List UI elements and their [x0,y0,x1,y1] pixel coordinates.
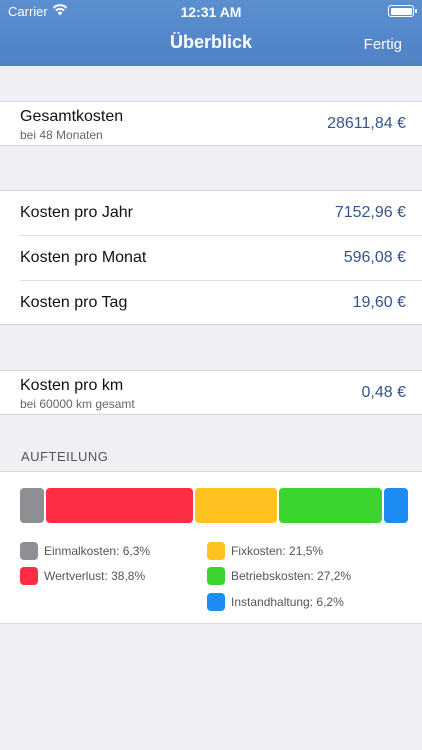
list-item: Kosten pro Monat 596,08 € [0,236,422,281]
total-cost-row: Gesamtkosten bei 48 Monaten 28611,84 € [0,102,422,146]
legend-item-instandhaltung: Instandhaltung: 6,2% [207,593,407,611]
status-bar: Carrier 12:31 AM [0,0,422,22]
done-button[interactable]: Fertig [363,36,402,53]
row-divider [20,235,422,236]
carrier-label: Carrier [8,4,48,19]
total-cost-label: Gesamtkosten [20,108,124,125]
wifi-icon [52,4,68,16]
bar-segment-fixkosten [195,488,278,523]
bar-segment-betriebskosten [279,488,383,523]
cost-per-year-value: 7152,96 € [334,204,406,221]
cost-per-km-value: 0,48 € [361,384,406,401]
legend-swatch [207,593,225,611]
cost-per-month-value: 596,08 € [343,249,406,266]
clock: 12:31 AM [180,4,242,20]
bar-segment-instandhaltung [384,488,408,523]
total-cost-group: Gesamtkosten bei 48 Monaten 28611,84 € [0,101,422,146]
legend-label: Fixkosten: 21,5% [231,544,324,558]
total-cost-sublabel: bei 48 Monaten [20,128,103,142]
list-item: Kosten pro Tag 19,60 € [0,281,422,325]
cost-per-km-row: Kosten pro km bei 60000 km gesamt 0,48 € [0,371,422,415]
total-cost-value: 28611,84 € [327,115,406,132]
legend-item-einmalkosten: Einmalkosten: 6,3% [20,542,200,560]
page-title: Überblick [169,32,253,52]
legend-swatch [20,542,38,560]
legend-item-fixkosten: Fixkosten: 21,5% [207,542,407,560]
cost-per-km-group: Kosten pro km bei 60000 km gesamt 0,48 € [0,370,422,415]
period-cost-group: Kosten pro Jahr 7152,96 € Kosten pro Mon… [0,190,422,325]
row-divider [20,280,422,281]
battery-icon [388,5,417,17]
bar-segment-wertverlust [45,488,194,523]
legend-item-wertverlust: Wertverlust: 38,8% [20,567,200,585]
legend-item-betriebskosten: Betriebskosten: 27,2% [207,567,407,585]
legend-label: Betriebskosten: 27,2% [231,569,352,583]
legend-label: Instandhaltung: 6,2% [231,595,344,609]
breakdown-header: AUFTEILUNG [21,449,109,464]
legend-label: Wertverlust: 38,8% [44,569,146,583]
cost-per-km-label: Kosten pro km [20,377,124,394]
navigation-bar: Carrier 12:31 AM Überblick Fertig [0,0,422,66]
bar-segment-einmalkosten [20,488,44,523]
cost-per-month-label: Kosten pro Monat [20,249,147,266]
legend-label: Einmalkosten: 6,3% [44,544,151,558]
list-item: Kosten pro Jahr 7152,96 € [0,191,422,236]
legend-swatch [207,567,225,585]
cost-per-day-value: 19,60 € [352,294,406,311]
cost-per-year-label: Kosten pro Jahr [20,204,133,221]
legend-swatch [20,567,38,585]
cost-per-km-sublabel: bei 60000 km gesamt [20,397,135,411]
cost-per-day-label: Kosten pro Tag [20,294,128,311]
legend-swatch [207,542,225,560]
